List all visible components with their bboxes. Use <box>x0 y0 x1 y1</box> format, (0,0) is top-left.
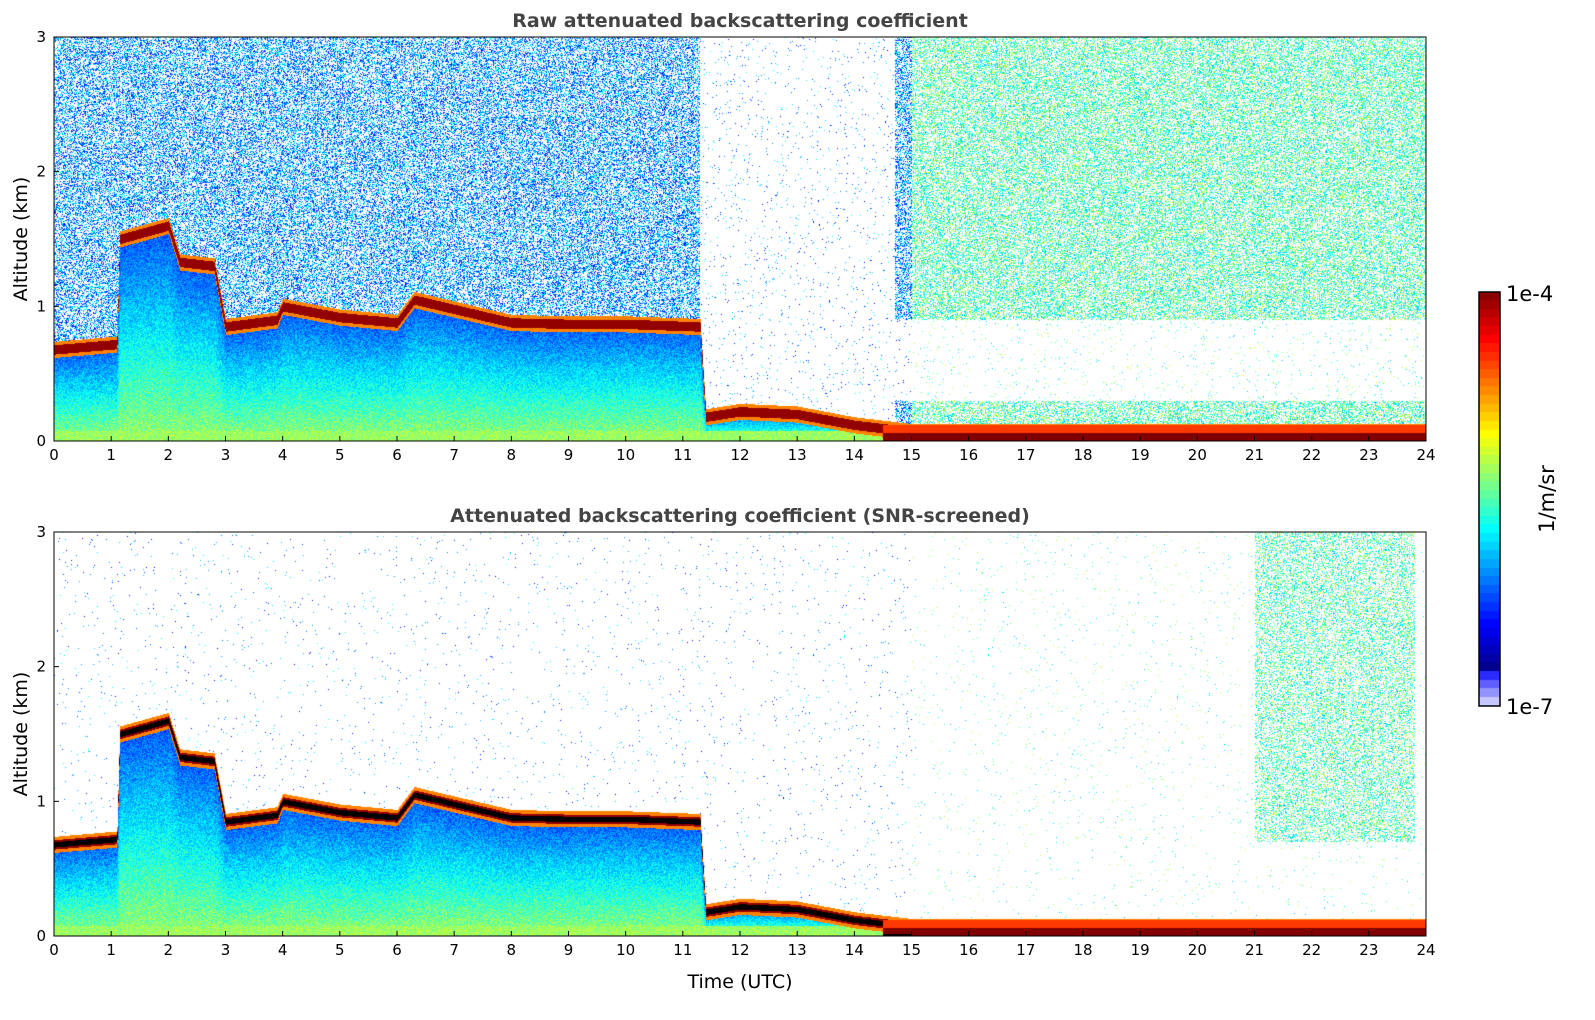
y-axis-label: Altitude (km) <box>10 672 32 797</box>
y-tick-label: 1 <box>36 297 46 315</box>
x-tick-label: 1 <box>106 446 116 464</box>
x-tick-label: 0 <box>49 941 59 959</box>
x-tick-label: 15 <box>902 941 921 959</box>
x-tick-label: 19 <box>1131 941 1150 959</box>
x-tick-label: 20 <box>1188 941 1207 959</box>
x-tick-label: 9 <box>564 446 574 464</box>
colorbar-min-label: 1e-7 <box>1506 695 1553 719</box>
x-tick-label: 7 <box>449 941 459 959</box>
x-tick-label: 10 <box>616 941 635 959</box>
colorbar-frame <box>1478 291 1501 707</box>
panel-snr-screened: Attenuated backscattering coefficient (S… <box>10 505 1436 993</box>
chart-title: Raw attenuated backscattering coefficien… <box>512 10 968 32</box>
x-tick-label: 20 <box>1188 446 1207 464</box>
x-tick-label: 13 <box>788 446 807 464</box>
x-tick-label: 6 <box>392 941 402 959</box>
x-tick-label: 2 <box>164 941 174 959</box>
x-tick-label: 8 <box>507 446 517 464</box>
x-tick-label: 17 <box>1016 941 1035 959</box>
x-tick-label: 16 <box>959 941 978 959</box>
x-tick-label: 17 <box>1016 446 1035 464</box>
panel-raw: Raw attenuated backscattering coefficien… <box>10 10 1436 464</box>
x-tick-label: 5 <box>335 446 345 464</box>
x-tick-label: 14 <box>845 941 864 959</box>
x-tick-label: 4 <box>278 941 288 959</box>
x-tick-label: 10 <box>616 446 635 464</box>
x-tick-label: 16 <box>959 446 978 464</box>
x-tick-label: 23 <box>1359 446 1378 464</box>
x-tick-label: 22 <box>1302 446 1321 464</box>
heatmap-snr-screened <box>54 532 1426 936</box>
x-tick-label: 23 <box>1359 941 1378 959</box>
x-tick-label: 18 <box>1073 446 1092 464</box>
chart-title: Attenuated backscattering coefficient (S… <box>450 505 1030 527</box>
x-tick-label: 7 <box>449 446 459 464</box>
x-tick-label: 11 <box>673 941 692 959</box>
colorbar-unit-label: 1/m/sr <box>1535 465 1559 533</box>
x-tick-label: 18 <box>1073 941 1092 959</box>
y-tick-label: 3 <box>36 28 46 46</box>
x-tick-label: 12 <box>730 446 749 464</box>
y-axis-label: Altitude (km) <box>10 177 32 302</box>
y-tick-label: 0 <box>36 927 46 945</box>
x-tick-label: 4 <box>278 446 288 464</box>
x-tick-label: 13 <box>788 941 807 959</box>
plot-frame <box>53 531 1427 937</box>
plot-frame <box>53 36 1427 442</box>
x-tick-label: 24 <box>1416 446 1435 464</box>
x-tick-label: 14 <box>845 446 864 464</box>
colorbar: 1e-4 1e-7 1/m/sr <box>1478 282 1559 719</box>
x-axis-label: Time (UTC) <box>686 971 792 993</box>
y-tick-label: 2 <box>36 163 46 181</box>
x-tick-label: 24 <box>1416 941 1435 959</box>
colorbar-max-label: 1e-4 <box>1506 282 1553 306</box>
y-tick-label: 1 <box>36 792 46 810</box>
heatmap-raw <box>54 37 1426 441</box>
x-tick-label: 2 <box>164 446 174 464</box>
x-tick-label: 12 <box>730 941 749 959</box>
colorbar-gradient <box>1479 292 1500 706</box>
x-tick-label: 21 <box>1245 941 1264 959</box>
x-tick-label: 11 <box>673 446 692 464</box>
x-tick-label: 3 <box>221 446 231 464</box>
x-tick-label: 3 <box>221 941 231 959</box>
x-tick-label: 21 <box>1245 446 1264 464</box>
x-tick-label: 9 <box>564 941 574 959</box>
x-tick-label: 5 <box>335 941 345 959</box>
x-tick-label: 6 <box>392 446 402 464</box>
y-tick-label: 0 <box>36 432 46 450</box>
x-tick-label: 15 <box>902 446 921 464</box>
y-tick-label: 2 <box>36 658 46 676</box>
y-tick-label: 3 <box>36 523 46 541</box>
x-tick-label: 22 <box>1302 941 1321 959</box>
x-tick-label: 1 <box>106 941 116 959</box>
x-tick-label: 19 <box>1131 446 1150 464</box>
x-tick-label: 8 <box>507 941 517 959</box>
x-tick-label: 0 <box>49 446 59 464</box>
